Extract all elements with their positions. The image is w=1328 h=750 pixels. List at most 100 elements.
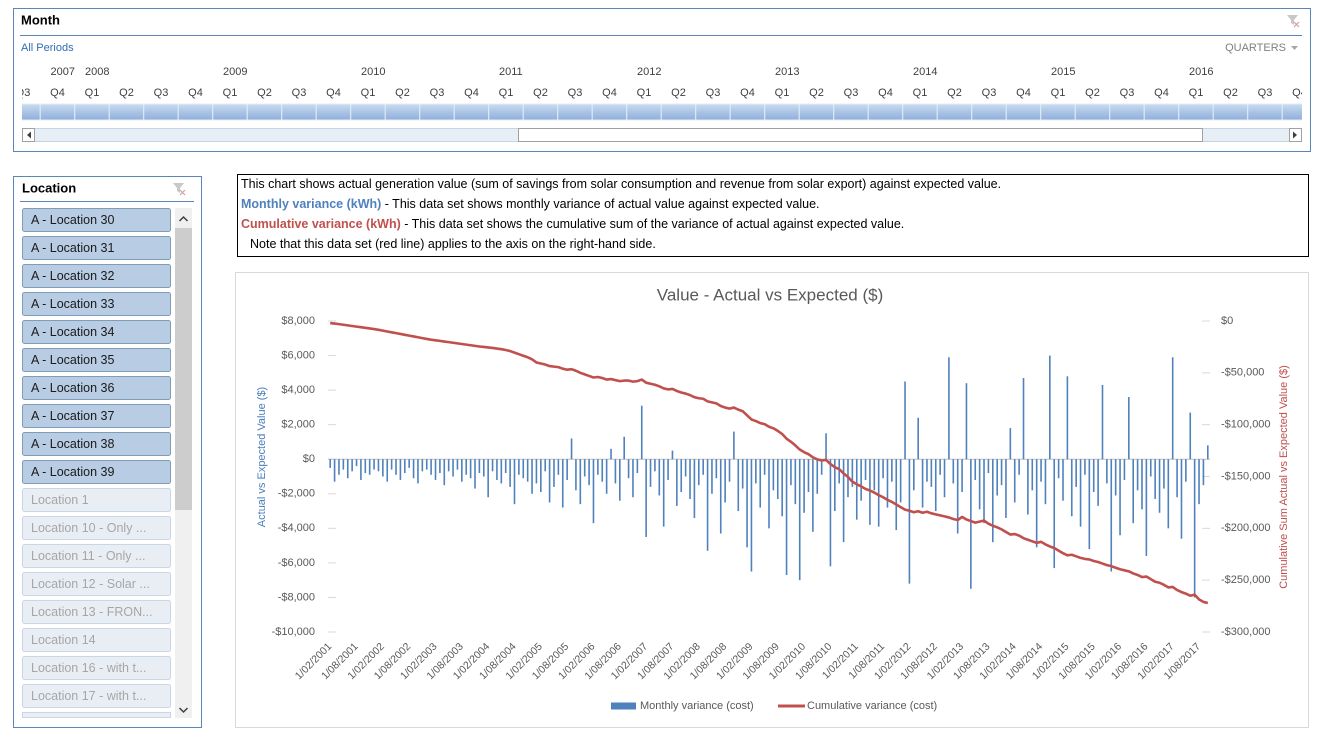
period-cell[interactable] (1040, 103, 1076, 121)
period-cell[interactable] (1247, 103, 1283, 121)
period-cell[interactable] (177, 103, 214, 121)
bar (434, 459, 437, 480)
bar (812, 459, 814, 532)
period-cell[interactable] (971, 103, 1007, 121)
slicer-item[interactable] (22, 292, 171, 316)
slicer-item[interactable] (22, 432, 171, 456)
bar (1000, 459, 1003, 486)
period-cell[interactable] (1178, 103, 1214, 121)
slicer-item-label: Location 11 - Only ... (31, 549, 145, 563)
slicer-item[interactable] (22, 684, 171, 708)
quarter-label: Q2 (1223, 87, 1238, 99)
scroll-left-arrow (27, 131, 31, 139)
bar (913, 459, 915, 491)
period-cell[interactable] (74, 103, 110, 121)
period-cell[interactable] (453, 103, 490, 121)
slicer-item[interactable] (22, 488, 171, 512)
period-cell[interactable] (591, 103, 628, 121)
scroll-thumb[interactable] (518, 128, 1203, 142)
bar (368, 459, 371, 475)
period-cell[interactable] (212, 103, 248, 121)
y2-tick-label: -$150,000 (1221, 470, 1271, 482)
period-cell[interactable] (1281, 103, 1317, 121)
period-cell[interactable] (902, 103, 938, 121)
quarter-label: Q4 (1292, 87, 1307, 99)
y-tick-label: -$6,000 (278, 557, 315, 569)
bar (570, 438, 573, 460)
bar (864, 459, 867, 480)
slicer-item[interactable] (22, 236, 171, 260)
slicer-item[interactable] (22, 516, 171, 540)
slicer-item[interactable] (22, 264, 171, 288)
period-cell[interactable] (39, 103, 76, 121)
y-tick-label: $8,000 (281, 315, 315, 327)
slicer-item[interactable] (22, 572, 171, 596)
period-cell[interactable] (626, 103, 662, 121)
bar (382, 459, 384, 477)
time-level[interactable]: QUARTERS (1225, 42, 1286, 54)
bar (851, 459, 854, 487)
period-cell[interactable] (419, 103, 455, 121)
slicer-item[interactable] (22, 628, 171, 652)
period-cell[interactable] (1109, 103, 1145, 121)
bar (1018, 459, 1020, 475)
slicer-clear-filter[interactable] (173, 183, 186, 196)
slicer-scroll-down[interactable] (178, 707, 189, 714)
y2-axis-title: Cumulative Sum Actual vs Expected Value … (1278, 365, 1290, 589)
period-cell[interactable] (143, 103, 179, 121)
period-cell[interactable] (384, 103, 421, 121)
slicer-item[interactable] (22, 656, 171, 680)
slicer-item[interactable] (22, 712, 171, 718)
bar (882, 459, 884, 479)
timeline-title: Month (21, 12, 60, 27)
period-cell[interactable] (764, 103, 800, 121)
period-cell[interactable] (729, 103, 766, 121)
quarter-label: Q2 (395, 87, 410, 99)
slicer-item[interactable] (22, 348, 171, 372)
bar (627, 459, 630, 479)
y-tick-label: -$8,000 (278, 591, 315, 603)
slicer-item[interactable] (22, 600, 171, 624)
quarter-label: Q1 (499, 87, 514, 99)
period-cell[interactable] (695, 103, 731, 121)
period-cell[interactable] (1005, 103, 1042, 121)
period-cell[interactable] (936, 103, 973, 121)
period-cell[interactable] (833, 103, 869, 121)
bar (1154, 459, 1156, 499)
period-cell[interactable] (798, 103, 835, 121)
bar (1035, 459, 1038, 548)
all-periods[interactable]: All Periods (21, 42, 74, 54)
period-cell[interactable] (315, 103, 352, 121)
period-cell[interactable] (246, 103, 283, 121)
period-cell[interactable] (6, 103, 41, 121)
slicer-item[interactable] (22, 320, 171, 344)
quarter-label: Q1 (775, 87, 790, 99)
y2-tick-label: -$100,000 (1221, 419, 1271, 431)
period-cell[interactable] (557, 103, 593, 121)
slicer-item[interactable] (22, 404, 171, 428)
clear-filter[interactable] (1287, 15, 1300, 28)
slicer-scroll-thumb[interactable] (175, 228, 192, 510)
slicer-item[interactable] (22, 460, 171, 484)
bar (746, 459, 748, 548)
period-cell[interactable] (281, 103, 317, 121)
period-cell[interactable] (522, 103, 559, 121)
period-cell[interactable] (1143, 103, 1180, 121)
period-cell[interactable] (660, 103, 697, 121)
time-level-arrow[interactable] (1291, 46, 1298, 50)
bar (1022, 378, 1025, 460)
period-cell[interactable] (1212, 103, 1249, 121)
period-cell[interactable] (1074, 103, 1111, 121)
period-cell[interactable] (108, 103, 145, 121)
bar (1128, 397, 1130, 460)
bar (373, 459, 375, 470)
slicer-item[interactable] (22, 208, 171, 232)
slicer-item[interactable] (22, 544, 171, 568)
period-cell[interactable] (867, 103, 904, 121)
bar (518, 459, 520, 475)
quarter-label: Q2 (119, 87, 134, 99)
slicer-scroll-up[interactable] (178, 215, 189, 222)
period-cell[interactable] (488, 103, 524, 121)
period-cell[interactable] (350, 103, 386, 121)
slicer-item[interactable] (22, 376, 171, 400)
